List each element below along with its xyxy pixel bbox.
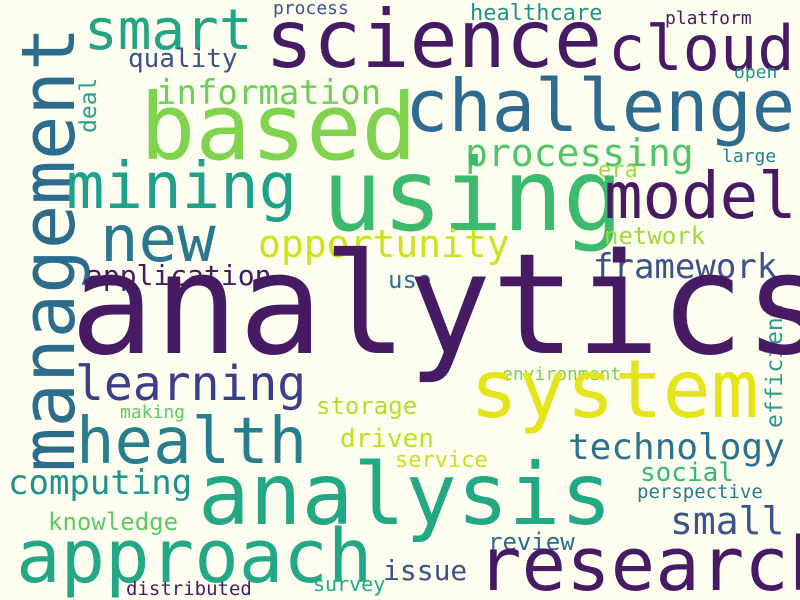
word-service: service [395, 448, 488, 473]
word-survey: survey [313, 572, 386, 596]
word-information: information [156, 73, 382, 113]
word-opportunity: opportunity [258, 222, 510, 266]
word-analysis: analysis [198, 445, 613, 545]
word-environment: environment [502, 364, 622, 385]
word-learning: learning [75, 356, 307, 412]
word-analytics: analytics [70, 224, 800, 387]
word-making: making [120, 402, 186, 423]
word-new: new [100, 203, 216, 277]
word-smart: smart [84, 0, 253, 63]
word-processing: processing [465, 131, 694, 175]
word-approach: approach [16, 514, 373, 600]
word-platform: platform [665, 8, 752, 29]
word-review: review [488, 528, 575, 556]
word-cloud: cloud [608, 12, 795, 85]
word-driven: driven [340, 424, 434, 454]
word-framework: framework [593, 247, 778, 287]
word-social: social [640, 458, 734, 488]
word-system: system [470, 343, 759, 436]
word-science: science [265, 0, 603, 86]
word-open: open [734, 62, 778, 83]
word-large: large [722, 146, 777, 167]
word-issue: issue [383, 554, 468, 587]
word-perspective: perspective [637, 481, 763, 503]
word-healthcare: healthcare [470, 1, 603, 26]
word-deal: deal [76, 77, 102, 133]
word-quality: quality [128, 44, 238, 74]
word-technology: technology [568, 427, 785, 468]
word-use: use [388, 266, 432, 294]
word-application: application [86, 259, 272, 292]
word-mining: mining [66, 150, 298, 224]
word-research: research [477, 522, 800, 600]
word-knowledge: knowledge [48, 508, 179, 536]
word-using: using [322, 137, 624, 254]
word-process: process [273, 0, 349, 19]
word-network: network [604, 222, 706, 250]
word-era: era [598, 158, 638, 183]
word-model: model [604, 160, 797, 234]
word-distributed: distributed [126, 578, 252, 600]
word-computing: computing [8, 463, 193, 503]
word-storage: storage [316, 392, 418, 420]
word-health: health [76, 405, 308, 479]
word-based: based [140, 74, 417, 181]
word-small: small [670, 499, 785, 543]
word-challenge: challenge [405, 64, 796, 148]
